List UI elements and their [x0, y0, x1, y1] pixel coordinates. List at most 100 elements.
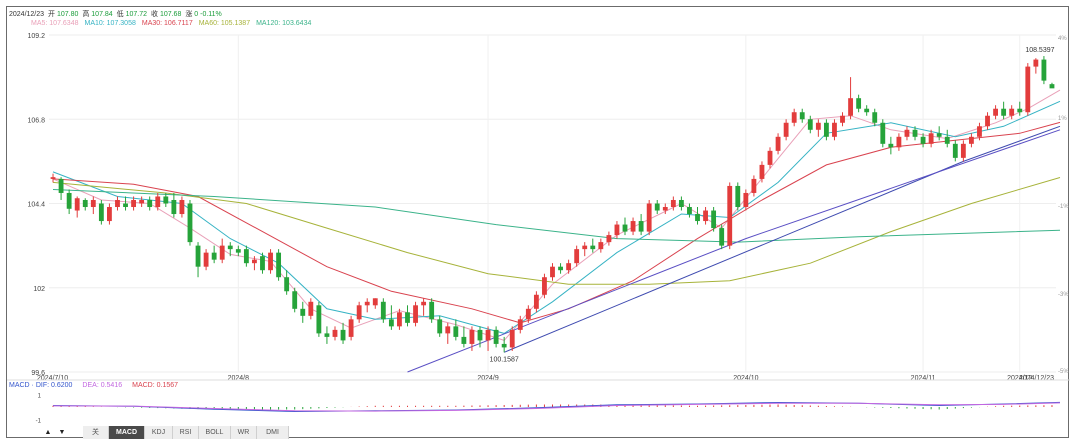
candlestick-chart[interactable]: 109.2 106.8 104.4 102 99.6 4% 1% -1% -3% -5% 2024/…: [7, 7, 1070, 439]
candle: [437, 315, 443, 337]
candle-body: [501, 343, 507, 348]
candle-body: [66, 192, 72, 209]
candle: [759, 161, 765, 183]
candle-body: [58, 178, 64, 193]
candle-body: [783, 122, 789, 137]
y-tick-label: 106.8: [27, 117, 45, 124]
y-tick-label: 102: [33, 286, 45, 293]
candle-body: [799, 112, 805, 120]
candle-body: [775, 136, 781, 151]
macd-dea-line: [52, 402, 1061, 412]
trend-line: [504, 125, 1061, 353]
candle: [203, 249, 209, 271]
tab-boll[interactable]: BOLL: [199, 426, 231, 439]
candle-body: [638, 221, 644, 232]
candle-body: [735, 185, 741, 208]
candle-body: [695, 214, 700, 222]
candle-body: [848, 98, 853, 116]
candle-body: [276, 252, 282, 278]
candle: [284, 270, 290, 295]
candle: [98, 199, 104, 225]
candle-body: [90, 199, 96, 208]
candle: [316, 301, 322, 337]
candle-body: [727, 185, 733, 246]
candle: [332, 326, 338, 341]
tab-macd[interactable]: MACD: [109, 426, 145, 439]
change-value: 0: [194, 11, 199, 18]
candle: [896, 133, 902, 151]
candle: [115, 196, 120, 211]
x-tick-label: 2024/11: [911, 375, 936, 382]
candle-body: [1033, 59, 1039, 67]
x-tick-label: 2024/9: [477, 375, 499, 382]
candle: [300, 301, 306, 323]
candle-body: [815, 122, 821, 130]
candle: [968, 133, 974, 148]
candle: [453, 319, 459, 341]
scroll-down-arrow[interactable]: ▼: [58, 429, 66, 436]
candle: [429, 298, 435, 323]
candle: [703, 207, 708, 225]
candle-body: [590, 245, 596, 250]
candle-body: [252, 259, 257, 264]
candle: [260, 252, 265, 274]
candle-body: [348, 319, 354, 337]
candle-body: [558, 266, 563, 271]
candle-body: [324, 333, 330, 337]
candle-body: [517, 319, 523, 330]
low-label: 低: [116, 11, 124, 18]
candle: [171, 192, 177, 218]
candle-body: [920, 136, 926, 144]
candle: [944, 129, 950, 148]
candle: [550, 263, 555, 281]
open-label: 开: [48, 11, 55, 18]
candle: [614, 221, 620, 239]
candle: [533, 291, 539, 313]
candle-body: [614, 224, 620, 236]
candle-body: [872, 112, 878, 123]
candle-body: [582, 245, 588, 250]
candle-body: [743, 192, 749, 208]
tab-kdj[interactable]: KDJ: [145, 426, 173, 439]
candle-body: [598, 242, 604, 250]
candle: [1025, 63, 1031, 116]
tab-关[interactable]: 关: [83, 426, 109, 439]
candle: [324, 326, 330, 344]
right-tick-label: -1%: [1058, 204, 1069, 210]
candle: [163, 192, 169, 208]
candle-body: [912, 129, 918, 137]
tab-wr[interactable]: WR: [231, 426, 257, 439]
candle-body: [856, 98, 862, 109]
y-tick-label: 99.6: [31, 370, 45, 377]
candle-body: [131, 199, 137, 208]
right-tick-label: 4%: [1058, 36, 1067, 42]
scroll-up-arrow[interactable]: ▲: [44, 429, 52, 436]
candle: [155, 192, 161, 211]
tab-dmi[interactable]: DMI: [257, 426, 289, 439]
candle-body: [840, 115, 845, 123]
candle-body: [300, 308, 306, 316]
macd-y-tick-label: -1: [36, 419, 42, 425]
candle-body: [509, 329, 515, 348]
candle-body: [654, 203, 660, 211]
candle: [1009, 105, 1015, 120]
high-label: 高: [82, 11, 90, 18]
candle-body: [678, 199, 684, 208]
candle: [848, 77, 853, 120]
candle: [82, 198, 88, 211]
candle: [445, 322, 451, 344]
ma-legend-item: MA10: 107.3058: [84, 20, 136, 27]
candle-body: [719, 228, 725, 246]
candle-body: [944, 136, 950, 144]
tab-rsi[interactable]: RSI: [173, 426, 199, 439]
candle: [582, 242, 588, 257]
candle: [928, 129, 934, 148]
ma-legend-item: MA120: 103.6434: [256, 20, 312, 27]
candle-body: [574, 249, 580, 264]
close-value: 107.68: [159, 11, 182, 18]
right-tick-label: -5%: [1058, 369, 1069, 375]
candle: [66, 189, 72, 215]
high-value: 107.84: [91, 11, 113, 18]
candle-body: [437, 319, 443, 334]
candle-body: [711, 210, 717, 229]
